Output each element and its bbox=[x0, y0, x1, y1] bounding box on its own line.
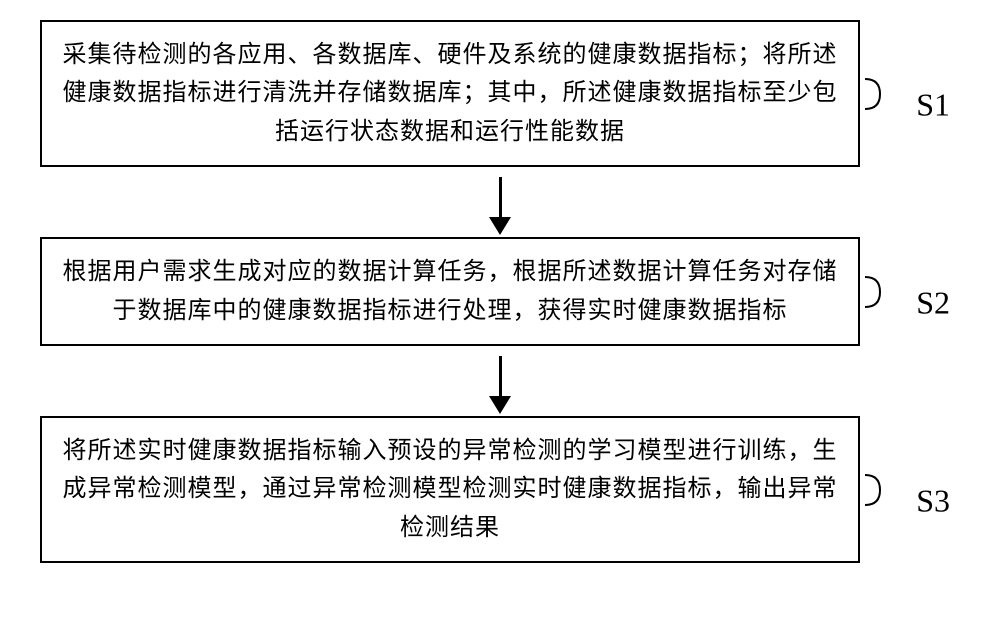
step-3-box: 将所述实时健康数据指标输入预设的异常检测的学习模型进行训练，生成异常检测模型，通… bbox=[40, 416, 860, 563]
step-1-row: 采集待检测的各应用、各数据库、硬件及系统的健康数据指标；将所述健康数据指标进行清… bbox=[40, 20, 960, 167]
step-3-text: 将所述实时健康数据指标输入预设的异常检测的学习模型进行训练，生成异常检测模型，通… bbox=[63, 438, 838, 541]
step-2-text: 根据用户需求生成对应的数据计算任务，根据所述数据计算任务对存储于数据库中的健康数… bbox=[63, 259, 838, 323]
step-1-box: 采集待检测的各应用、各数据库、硬件及系统的健康数据指标；将所述健康数据指标进行清… bbox=[40, 20, 860, 167]
step-2-bracket bbox=[860, 272, 900, 312]
step-3-bracket bbox=[860, 470, 900, 510]
arrow-1-2 bbox=[90, 167, 910, 237]
arrow-shape-2 bbox=[498, 356, 502, 406]
flowchart-container: 采集待检测的各应用、各数据库、硬件及系统的健康数据指标；将所述健康数据指标进行清… bbox=[40, 20, 960, 563]
step-1-bracket bbox=[860, 74, 900, 114]
step-1-label: S1 bbox=[916, 86, 950, 123]
arrow-2-3 bbox=[90, 346, 910, 416]
step-2-label: S2 bbox=[916, 284, 950, 321]
step-2-row: 根据用户需求生成对应的数据计算任务，根据所述数据计算任务对存储于数据库中的健康数… bbox=[40, 237, 960, 346]
arrow-shape-1 bbox=[498, 177, 502, 227]
step-2-box: 根据用户需求生成对应的数据计算任务，根据所述数据计算任务对存储于数据库中的健康数… bbox=[40, 237, 860, 346]
step-3-row: 将所述实时健康数据指标输入预设的异常检测的学习模型进行训练，生成异常检测模型，通… bbox=[40, 416, 960, 563]
step-3-label: S3 bbox=[916, 482, 950, 519]
step-1-text: 采集待检测的各应用、各数据库、硬件及系统的健康数据指标；将所述健康数据指标进行清… bbox=[63, 42, 838, 145]
